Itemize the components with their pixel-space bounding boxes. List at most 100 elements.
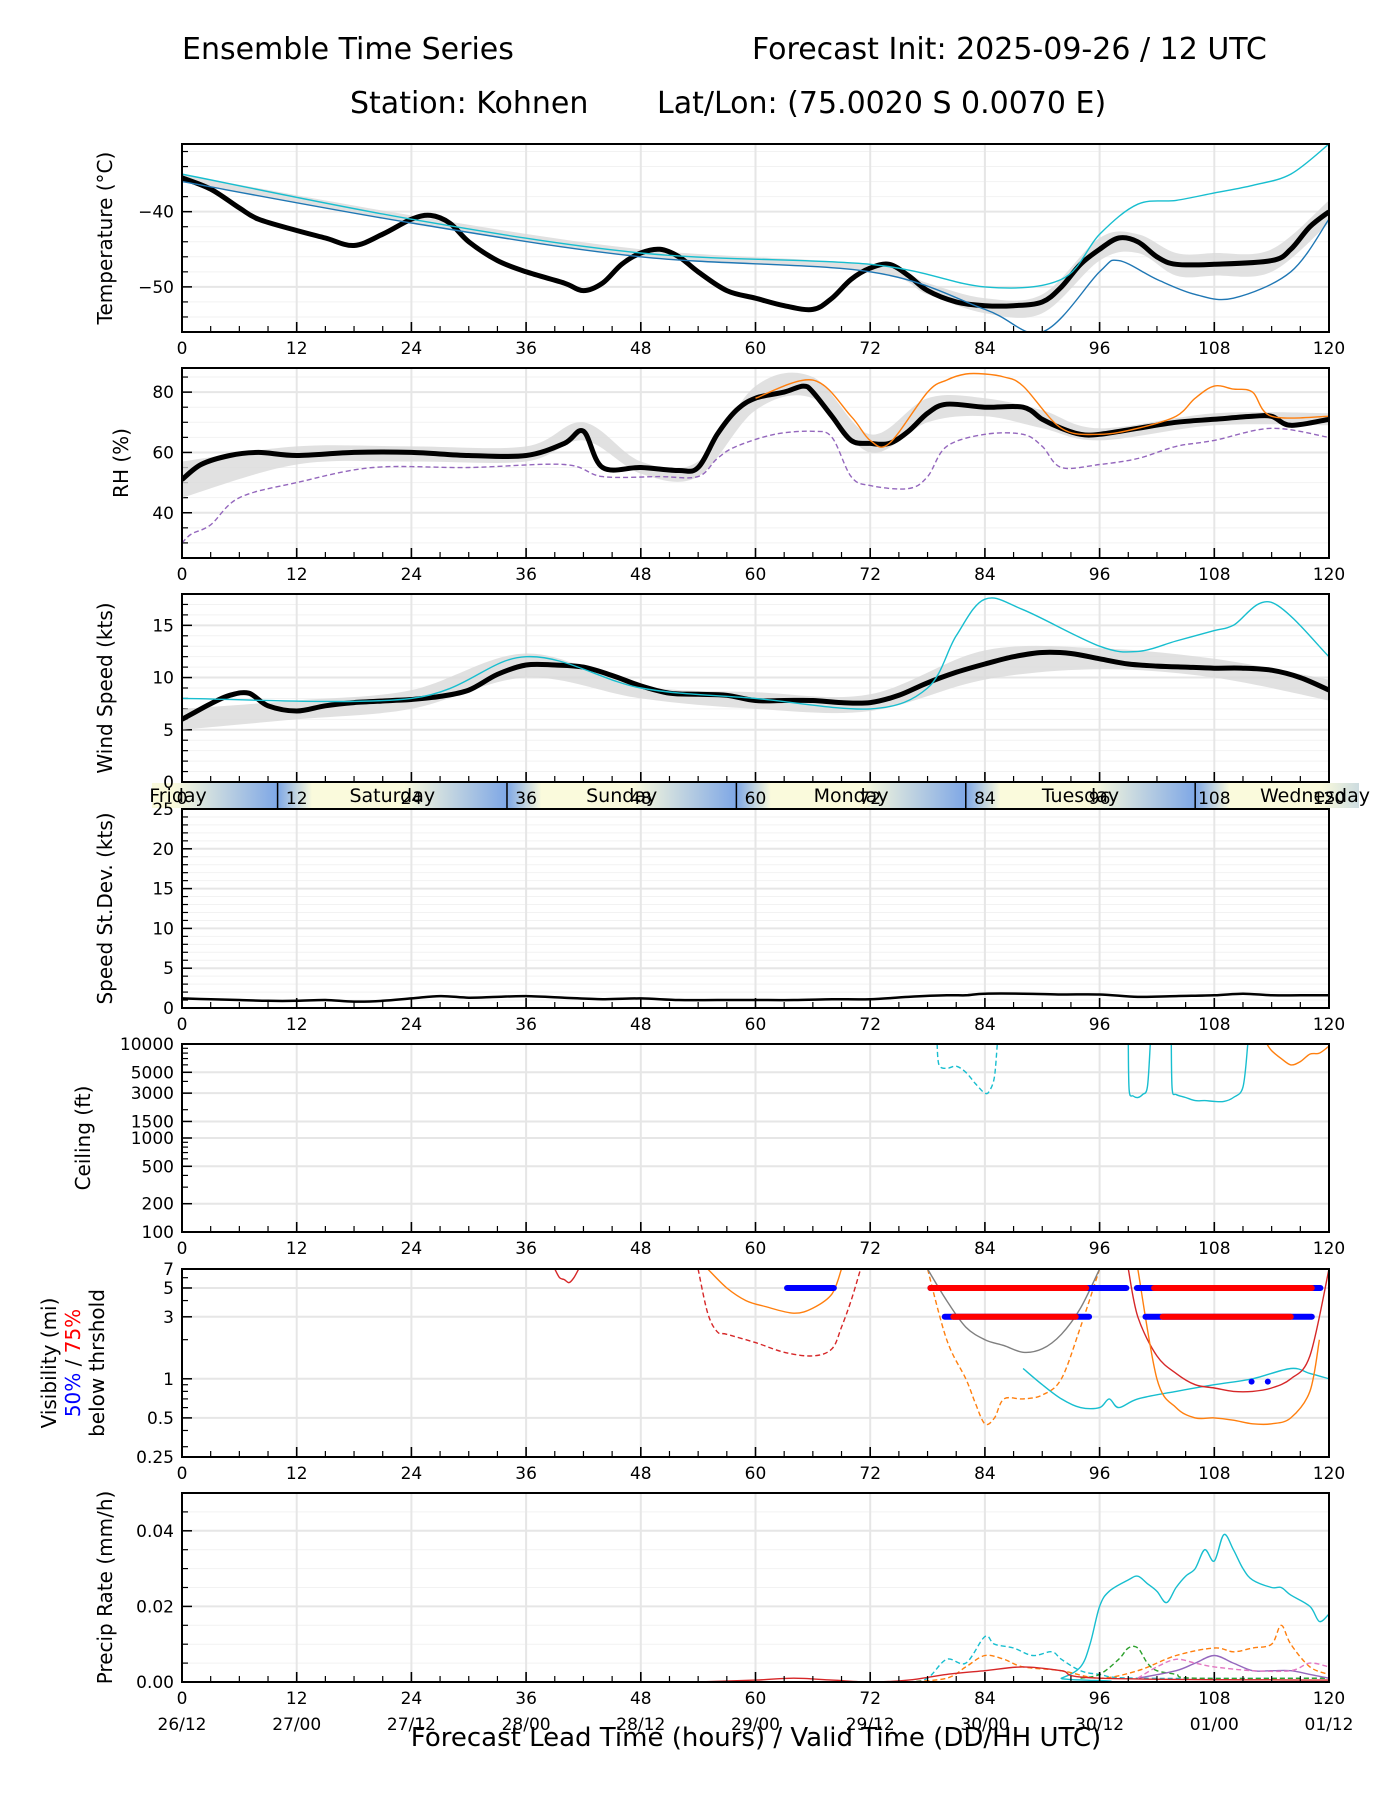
- xtick-label: 12: [286, 565, 308, 585]
- xtick-label: 84: [974, 1464, 996, 1484]
- xtick-label: 24: [401, 1015, 423, 1035]
- ytick-label: 5: [163, 1279, 174, 1299]
- ytick-label: 5: [163, 721, 174, 741]
- y-axis-title: Temperature (°C): [93, 152, 117, 326]
- ytick-label: 0: [163, 773, 174, 793]
- latlon-label: Lat/Lon: (75.0020 S 0.0070 E): [657, 86, 1107, 121]
- ytick-label: 1000: [131, 1129, 174, 1149]
- series-member-group-3: [1127, 1269, 1329, 1393]
- series-member-moist-outlier: [755, 372, 1329, 448]
- y-axis-title: Wind Speed (kts): [93, 602, 117, 773]
- station-label: Station: Kohnen: [350, 86, 589, 121]
- xtick-label: 48: [630, 565, 652, 585]
- xtick-label: 36: [515, 1239, 537, 1259]
- valid-time-labels: 26/12 27/00 27/12 28/00 28/12 29/00 29/12 30/00…: [158, 1715, 1354, 1735]
- valid-time-label: 27/12: [387, 1715, 436, 1735]
- label-separator: /: [61, 1353, 85, 1372]
- xtick-label: 96: [1089, 1464, 1111, 1484]
- xtick-label: 108: [1198, 789, 1230, 809]
- panel-precip-rate: 0.00 0.02 0.04 0 12 24 36 48 60 72 84 96 108 120 Preci…: [93, 1491, 1345, 1709]
- xtick-label: 96: [1089, 1689, 1111, 1709]
- xtick-label: 60: [745, 789, 767, 809]
- xtick-label: 0: [177, 565, 188, 585]
- series-member-cyan-solid: [182, 1533, 1329, 1682]
- day-band-background: [152, 783, 1359, 808]
- y-axis-title: Speed St.Dev. (kts): [93, 812, 117, 1004]
- valid-time-label: 30/00: [960, 1715, 1009, 1735]
- xtick-label: 84: [974, 565, 996, 585]
- xtick-label: 36: [515, 789, 537, 809]
- grid: [181, 1043, 1330, 1233]
- ensemble-spread-band: [182, 645, 1329, 730]
- ytick-label: 10000: [120, 1035, 174, 1055]
- xtick-label: 96: [1089, 789, 1111, 809]
- xtick-label: 120: [1313, 1464, 1345, 1484]
- ytick-label: 0.25: [136, 1448, 174, 1468]
- series-member-group-2: [926, 1269, 1101, 1354]
- series-std-dev: [182, 992, 1329, 1003]
- xtick-label: 0: [177, 789, 188, 809]
- day-label-sunday: Sunday: [586, 785, 657, 807]
- forecast-init-label: Forecast Init: 2025-09-26 / 12 UTC: [752, 32, 1267, 67]
- xtick-label: 48: [630, 1239, 652, 1259]
- xtick-label: 0: [177, 339, 188, 359]
- valid-time-label: 01/00: [1190, 1715, 1239, 1735]
- xtick-label: 120: [1313, 1689, 1345, 1709]
- label-75-percent: 75%: [61, 1309, 85, 1353]
- plot-area: [554, 1269, 1329, 1426]
- ytick-label: 1: [163, 1370, 174, 1390]
- valid-time-label: 30/12: [1075, 1715, 1124, 1735]
- xtick-label: 120: [1313, 789, 1345, 809]
- ytick-label: −50: [138, 278, 174, 298]
- xtick-label: 36: [515, 1015, 537, 1035]
- series-member-orange: [1266, 1044, 1329, 1066]
- x-axis-title: Forecast Lead Time (hours) / Valid Time …: [411, 1723, 1101, 1753]
- ytick-label: 100: [142, 1223, 174, 1243]
- ytick-label: 500: [142, 1157, 174, 1177]
- xtick-label: 12: [286, 789, 308, 809]
- xtick-label: 48: [630, 1464, 652, 1484]
- series-member-high-outlier: [182, 597, 1329, 710]
- xtick-label: 0: [177, 1689, 188, 1709]
- ytick-label: 60: [152, 443, 174, 463]
- xtick-label: 0: [177, 1464, 188, 1484]
- xtick-label: 108: [1198, 1239, 1230, 1259]
- ytick-label: 0.00: [136, 1673, 174, 1693]
- xtick-label: 108: [1198, 1689, 1230, 1709]
- xtick-label: 0: [177, 1015, 188, 1035]
- xtick-label: 108: [1198, 1015, 1230, 1035]
- day-label-monday: Monday: [814, 785, 889, 807]
- series-member-cyan-dashed: [936, 1044, 998, 1095]
- xtick-label: 48: [630, 339, 652, 359]
- series-member-red: [698, 1666, 1329, 1682]
- series-member-orange-dashed: [908, 1624, 1329, 1682]
- xtick-label: 84: [974, 339, 996, 359]
- xtick-label: 60: [745, 565, 767, 585]
- ytick-label: 15: [152, 880, 174, 900]
- xtick-label: 12: [286, 339, 308, 359]
- y-axis-title: RH (%): [109, 428, 133, 498]
- y-axis-title: Precip Rate (mm/h): [93, 1491, 117, 1685]
- y-axis-subtitle: 50% / 75%: [61, 1309, 85, 1417]
- xtick-label: 36: [515, 565, 537, 585]
- xtick-label: 120: [1313, 1239, 1345, 1259]
- valid-time-label: 01/12: [1305, 1715, 1354, 1735]
- xtick-label: 120: [1313, 1015, 1345, 1035]
- valid-time-label: 28/00: [502, 1715, 551, 1735]
- series-ensemble-mean: [182, 649, 1329, 722]
- plot-area: [182, 992, 1329, 1003]
- xtick-label: 60: [745, 1015, 767, 1035]
- xtick-label: 36: [515, 339, 537, 359]
- threshold-point-50: [1248, 1378, 1255, 1385]
- grid: [181, 144, 1330, 333]
- xtick-label: 60: [745, 1239, 767, 1259]
- threshold-point-50: [1264, 1378, 1271, 1385]
- valid-time-label: 29/12: [846, 1715, 895, 1735]
- xtick-label: 96: [1089, 565, 1111, 585]
- xtick-label: 24: [401, 1689, 423, 1709]
- ytick-label: 7: [163, 1260, 174, 1280]
- xtick-label: 48: [630, 1689, 652, 1709]
- xtick-label: 60: [745, 1464, 767, 1484]
- xtick-label: 120: [1313, 565, 1345, 585]
- day-label-wednesday: Wednesday: [1260, 785, 1370, 807]
